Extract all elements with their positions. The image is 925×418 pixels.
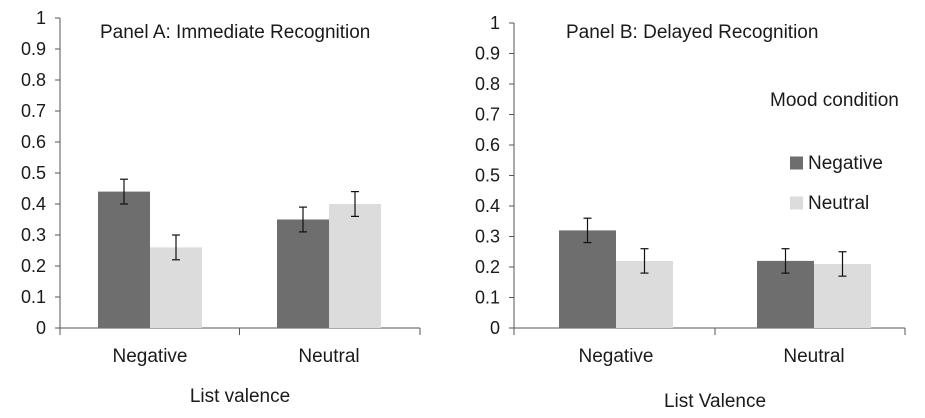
panel-a-y-tick-label: 0.8	[21, 70, 46, 90]
panel-b-y-tick-label: 0.5	[475, 166, 500, 186]
panel-b-legend-label: Neutral	[808, 193, 869, 214]
panel-b-y-tick-label: 0.4	[475, 196, 500, 216]
panel-b-legend-label: Negative	[808, 153, 883, 174]
panel-b-category-label: Neutral	[783, 346, 844, 367]
panel-b-y-tick-label: 0.6	[475, 135, 500, 155]
panel-a-y-tick-label: 0.2	[21, 256, 46, 276]
panel-b-category-label: Negative	[579, 346, 654, 367]
panel-b-title: Panel B: Delayed Recognition	[566, 22, 818, 43]
panel-b-x-axis-label: List Valence	[664, 391, 766, 412]
panel-b-legend-swatch	[790, 156, 803, 170]
panel-a-y-tick-label: 0.3	[21, 225, 46, 245]
panel-a-y-tick-label: 0.4	[21, 194, 46, 214]
panel-a-y-tick-label: 0.1	[21, 287, 46, 307]
panel-b-y-tick-label: 0.3	[475, 227, 500, 247]
panel-a-y-tick-label: 1	[36, 8, 46, 28]
panel-a-y-tick-label: 0.7	[21, 101, 46, 121]
panel-b-bar-negative-negative	[559, 230, 616, 328]
panel-a-bar-neutral-negative	[150, 247, 202, 328]
panel-b-y-tick-label: 0.9	[475, 44, 500, 64]
panel-a-title: Panel A: Immediate Recognition	[100, 22, 370, 43]
panel-a-x-axis-label: List valence	[190, 386, 290, 407]
panel-a-bar-negative-neutral	[277, 219, 329, 328]
panel-b-legend-swatch	[790, 196, 803, 210]
panel-b-y-tick-label: 0.8	[475, 74, 500, 94]
panel-a-y-tick-label: 0.5	[21, 163, 46, 183]
panel-b-y-tick-label: 0	[490, 318, 500, 338]
panel-a-y-tick-label: 0	[36, 318, 46, 338]
panel-a-category-label: Negative	[113, 346, 188, 367]
panel-a-bar-negative-negative	[98, 191, 150, 328]
panel-a-y-tick-label: 0.9	[21, 39, 46, 59]
panel-b-y-tick-label: 1	[490, 13, 500, 33]
panel-b-y-tick-label: 0.7	[475, 105, 500, 125]
panel-b-y-tick-label: 0.2	[475, 257, 500, 277]
panel-b-y-tick-label: 0.1	[475, 288, 500, 308]
panel-a-y-tick-label: 0.6	[21, 132, 46, 152]
panel-b-legend-title: Mood condition	[770, 90, 899, 111]
panel-a-category-label: Neutral	[298, 346, 359, 367]
panel-a-bar-neutral-neutral	[329, 204, 381, 328]
